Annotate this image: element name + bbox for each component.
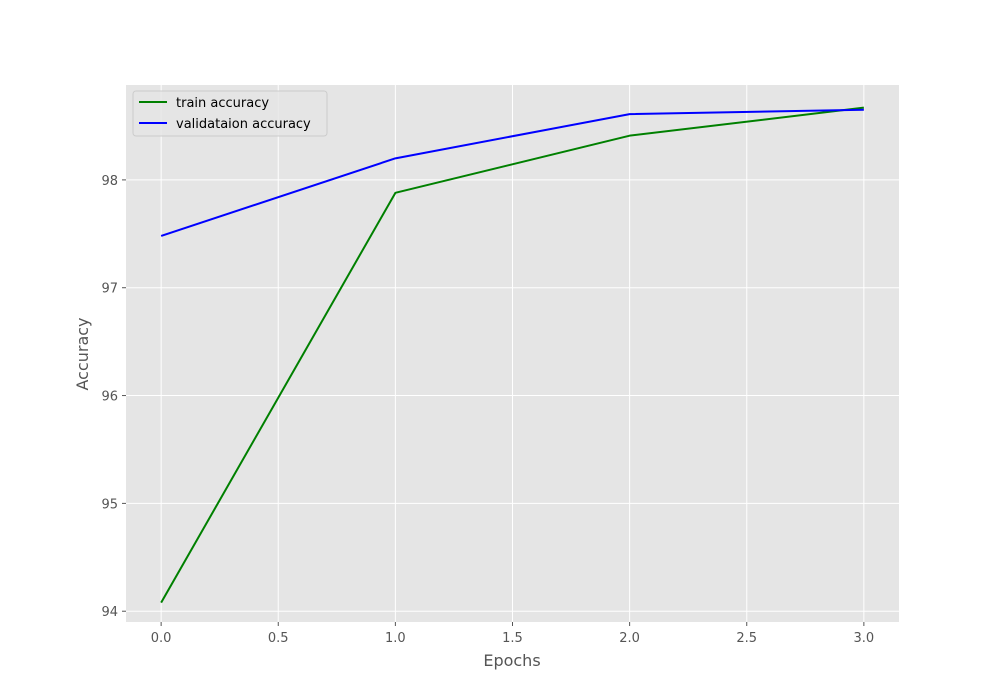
tick-labels: 0.0 0.5 1.0 1.5 2.0 2.5 3.0 94 95 96 97 98 bbox=[101, 174, 874, 646]
legend-label-train: train accuracy bbox=[176, 96, 269, 111]
y-tick-label: 94 bbox=[101, 605, 118, 620]
x-tick-label: 2.5 bbox=[736, 631, 757, 646]
x-tick-label: 0.5 bbox=[268, 631, 289, 646]
y-tick-label: 98 bbox=[101, 174, 118, 189]
legend-box bbox=[132, 90, 328, 137]
y-tick-label: 97 bbox=[101, 282, 118, 297]
x-tick-label: 1.5 bbox=[502, 631, 523, 646]
series-line-train-accuracy bbox=[160, 106, 864, 604]
grid-lines bbox=[126, 85, 899, 622]
y-tick-label: 96 bbox=[101, 390, 118, 405]
x-tick-label: 2.0 bbox=[619, 631, 640, 646]
x-tick-label: 3.0 bbox=[854, 631, 875, 646]
legend-label-validation: validataion accuracy bbox=[176, 117, 311, 132]
series-line-validation-accuracy bbox=[160, 108, 864, 237]
x-axis-label: Epochs bbox=[483, 651, 540, 670]
x-tick-label: 0.0 bbox=[151, 631, 172, 646]
y-tick-label: 95 bbox=[101, 497, 118, 512]
legend: train accuracy validataion accuracy bbox=[132, 90, 328, 137]
x-tick-label: 1.0 bbox=[385, 631, 406, 646]
y-axis-label: Accuracy bbox=[73, 317, 92, 390]
series-lines bbox=[160, 106, 864, 604]
